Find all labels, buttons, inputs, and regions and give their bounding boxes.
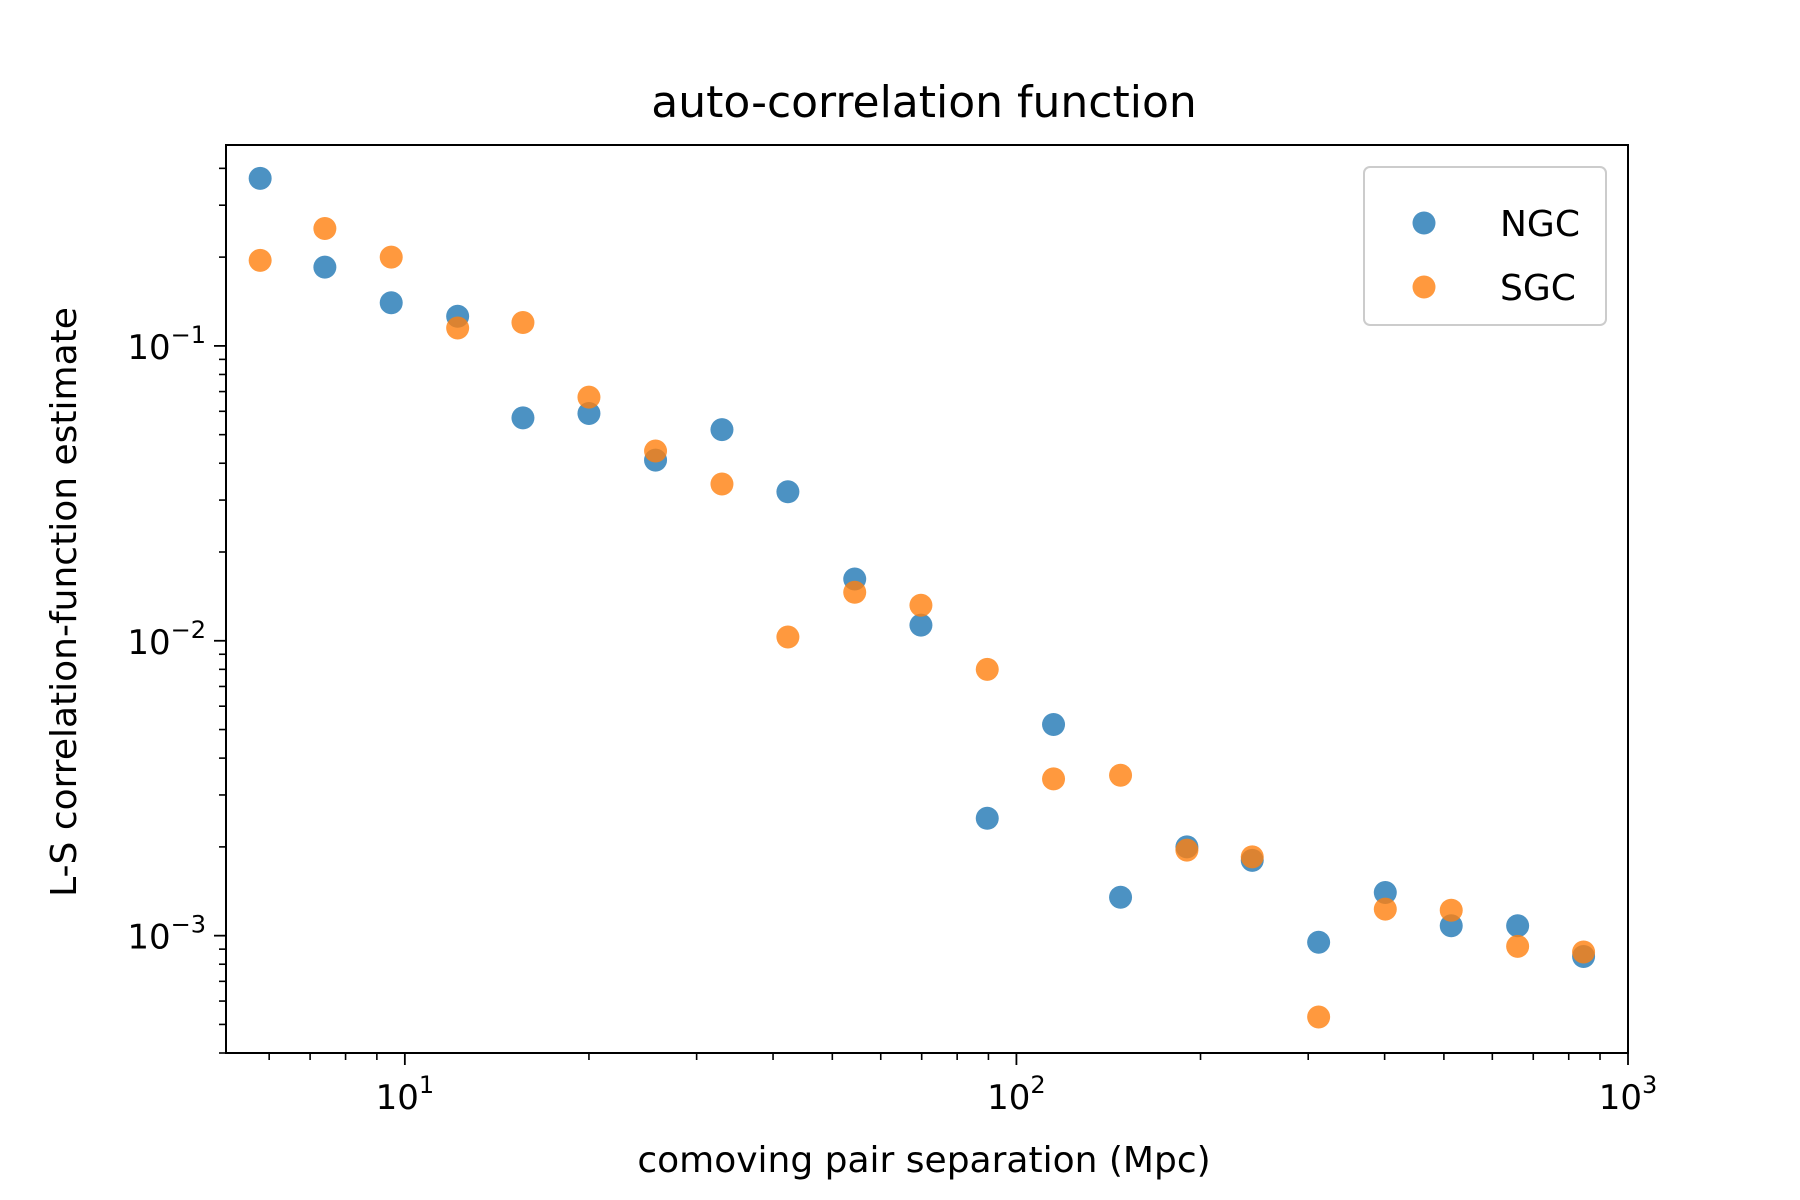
data-point-ngc-13	[1109, 885, 1133, 909]
y-axis-label: L-S correlation-function estimate	[44, 307, 85, 897]
data-point-sgc-0	[248, 248, 272, 272]
x-axis-label: comoving pair separation (Mpc)	[637, 1140, 1210, 1181]
data-point-ngc-7	[710, 418, 734, 442]
data-point-sgc-10	[909, 593, 933, 617]
data-point-sgc-6	[644, 439, 668, 463]
data-point-ngc-8	[776, 480, 800, 504]
data-point-ngc-16	[1307, 930, 1331, 954]
data-point-sgc-20	[1572, 940, 1596, 964]
legend-marker-ngc	[1412, 211, 1436, 235]
data-point-ngc-10	[909, 613, 933, 637]
data-point-sgc-13	[1109, 763, 1133, 787]
data-point-ngc-4	[511, 406, 535, 430]
x-tick-label-0: 101	[376, 1071, 435, 1118]
data-point-sgc-2	[379, 245, 403, 269]
data-point-sgc-15	[1240, 845, 1264, 869]
data-point-sgc-1	[313, 217, 337, 241]
legend: NGC SGC	[1363, 166, 1607, 326]
data-point-sgc-5	[577, 385, 601, 409]
data-point-ngc-17	[1373, 881, 1397, 905]
data-point-sgc-8	[776, 625, 800, 649]
legend-label-sgc: SGC	[1500, 268, 1576, 309]
data-point-ngc-12	[1042, 713, 1066, 737]
data-point-ngc-1	[313, 255, 337, 279]
legend-marker-sgc	[1412, 275, 1436, 299]
data-points	[248, 166, 1596, 1029]
data-point-sgc-7	[710, 472, 734, 496]
plot-frame	[225, 144, 1629, 1054]
data-point-sgc-9	[843, 580, 867, 604]
data-point-ngc-0	[248, 166, 272, 190]
data-point-sgc-12	[1042, 767, 1066, 791]
data-point-sgc-16	[1307, 1005, 1331, 1029]
data-point-ngc-11	[975, 806, 999, 830]
chart-title: auto-correlation function	[651, 77, 1197, 128]
data-point-sgc-14	[1175, 838, 1199, 862]
data-point-sgc-17	[1373, 897, 1397, 921]
data-point-sgc-3	[446, 316, 470, 340]
data-point-sgc-18	[1439, 898, 1463, 922]
data-point-ngc-2	[379, 291, 403, 315]
data-point-sgc-11	[975, 657, 999, 681]
legend-label-ngc: NGC	[1500, 204, 1580, 245]
y-tick-label-0: 10−1	[127, 321, 206, 368]
data-point-ngc-5	[577, 401, 601, 425]
data-point-sgc-19	[1506, 934, 1530, 958]
data-point-ngc-19	[1506, 914, 1530, 938]
data-point-sgc-4	[511, 311, 535, 335]
